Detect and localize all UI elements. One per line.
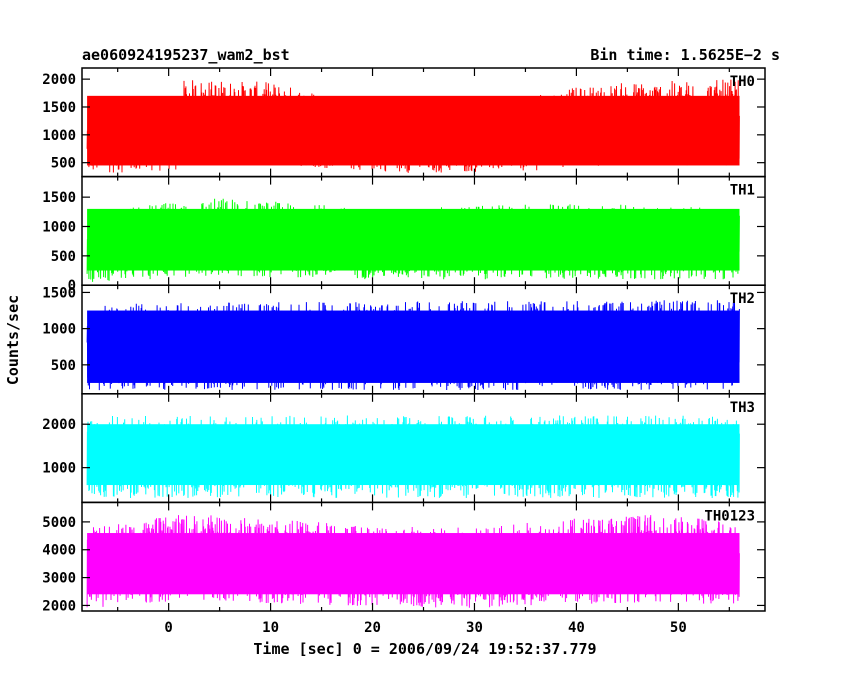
panel-label: TH3 [730, 400, 755, 416]
y-tick-label: 1000 [42, 322, 76, 338]
y-tick-label: 2000 [42, 417, 76, 433]
y-tick-label: 3000 [42, 571, 76, 587]
y-tick-label: 1500 [42, 285, 76, 301]
panel-label: TH1 [730, 183, 755, 199]
x-tick-label: 0 [164, 620, 172, 636]
x-axis-label: Time [sec] 0 = 2006/09/24 19:52:37.779 [253, 640, 596, 658]
panel-th0: 500 1000 1500 2000 TH0 [42, 67, 766, 178]
series-band-th2 [87, 310, 740, 383]
chart-title-left: ae060924195237_wam2_bst [82, 46, 290, 64]
y-tick-label: 1000 [42, 461, 76, 477]
y-tick-label: 1000 [42, 128, 76, 144]
panel-label: TH0 [730, 74, 755, 90]
series-band-th0123 [87, 533, 740, 595]
panel-label: TH0123 [704, 508, 755, 524]
y-tick-label: 0 [68, 278, 76, 294]
panel-label: TH2 [730, 291, 755, 307]
x-tick-label: 10 [262, 620, 279, 636]
series-band-th1 [87, 208, 740, 271]
x-tick-label: 50 [670, 620, 687, 636]
panel-th1: 0 500 1000 1500 TH1 [42, 175, 766, 294]
y-tick-label: 2000 [42, 598, 76, 614]
y-tick-label: 4000 [42, 543, 76, 559]
y-tick-label: 1500 [42, 190, 76, 206]
x-tick-label: 30 [466, 620, 483, 636]
chart-title-right: Bin time: 1.5625E−2 s [590, 46, 780, 64]
y-tick-label: 1000 [42, 219, 76, 235]
y-tick-label: 500 [51, 249, 76, 265]
panel-th0123: 2000 3000 4000 5000 TH0123 [42, 501, 766, 614]
y-tick-label: 500 [51, 358, 76, 374]
series-band-th0 [87, 95, 740, 166]
y-axis-label: Counts/sec [4, 295, 22, 385]
series-band-th3 [87, 424, 740, 486]
panel-th2: 500 1000 1500 TH2 [42, 284, 766, 395]
panel-th3: 1000 2000 TH3 [42, 393, 766, 504]
y-tick-label: 5000 [42, 515, 76, 531]
x-tick-label: 40 [568, 620, 585, 636]
y-tick-label: 1500 [42, 100, 76, 116]
y-tick-label: 2000 [42, 72, 76, 88]
y-tick-label: 500 [51, 156, 76, 172]
x-tick-label: 20 [364, 620, 381, 636]
